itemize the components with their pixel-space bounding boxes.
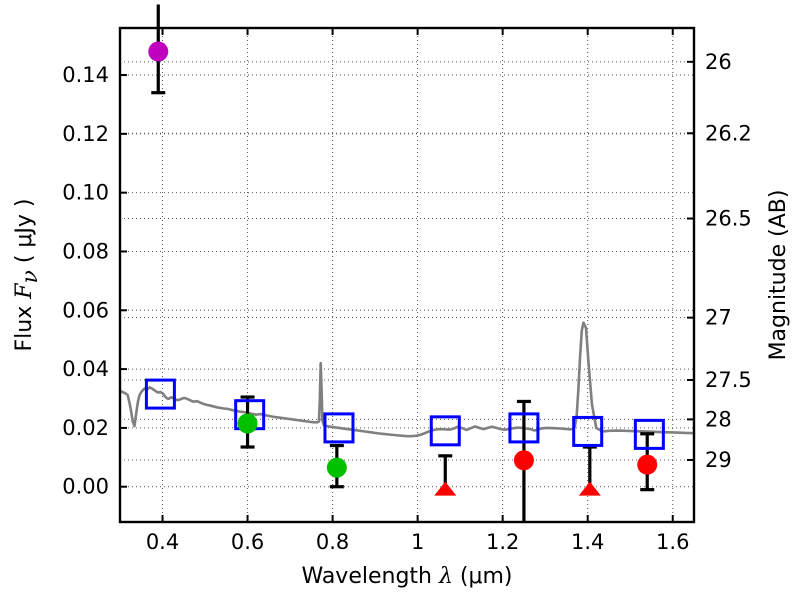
xtick-label-3: 1 (411, 530, 424, 554)
xtick-label-6: 1.6 (656, 530, 689, 554)
data-point-red-point-125 (513, 450, 534, 471)
model-square-blue-square-140 (572, 415, 604, 447)
model-spectrum-curve (118, 321, 696, 438)
upper-limit-red-uplim-140 (578, 481, 601, 496)
y-axis-label-sub: ν (18, 270, 43, 283)
model-square-blue-square-154 (633, 418, 665, 450)
ytick-left-label-2: 0.04 (62, 357, 109, 381)
data-point-green-point-060 (237, 413, 258, 434)
xtick-label-1: 0.6 (231, 530, 264, 554)
model-photometry-markers (144, 378, 665, 450)
upper-limit-red-uplim-106 (434, 481, 457, 496)
x-axis-label-unit: (μm) (453, 564, 513, 589)
ytick-right-label-5: 28 (705, 407, 732, 431)
y-axis-label: Flux Fν ( μJy ) (12, 198, 43, 351)
xtick-label-0: 0.4 (146, 530, 179, 554)
x-axis-label: Wavelength λ (μm) (301, 564, 512, 589)
model-square-blue-square-039 (144, 378, 176, 410)
data-point-green-point-081 (326, 457, 347, 478)
xtick-label-4: 1.2 (486, 530, 519, 554)
ytick-left-label-0: 0.00 (62, 475, 109, 499)
xtick-label-2: 0.8 (316, 530, 349, 554)
observed-photometry-markers (148, 41, 658, 496)
y-axis-label-unit: ( μJy ) (12, 198, 37, 270)
spectrum-line (118, 321, 696, 438)
x-axis-label-prefix: Wavelength (301, 564, 439, 589)
axes-frame (118, 26, 696, 524)
ytick-right-label-4: 27.5 (705, 368, 752, 392)
y2-axis-label: Magnitude (AB) (766, 190, 791, 361)
ytick-left-label-7: 0.14 (62, 63, 109, 87)
model-square-blue-square-081 (323, 412, 355, 444)
svg-text:Flux Fν ( μJy ): Flux Fν ( μJy ) (12, 198, 43, 351)
model-square-blue-square-125 (508, 412, 540, 444)
data-point-red-point-154 (637, 454, 658, 475)
xtick-label-5: 1.4 (571, 530, 604, 554)
ytick-left-label-3: 0.06 (62, 298, 109, 322)
y-axis-label-symbol: F (12, 283, 37, 300)
y-axis-label-prefix: Flux (12, 299, 37, 352)
svg-text:Wavelength λ (μm): Wavelength λ (μm) (301, 564, 512, 589)
ytick-right-label-0: 26 (705, 50, 732, 74)
ytick-right-label-2: 26.5 (705, 207, 752, 231)
ytick-left-label-4: 0.08 (62, 239, 109, 263)
ytick-right-label-1: 26.2 (705, 121, 752, 145)
plot-frame (118, 26, 696, 524)
ytick-left-label-5: 0.10 (62, 181, 109, 205)
axis-ticks (120, 28, 694, 522)
model-square-blue-square-106 (429, 415, 461, 447)
ytick-left-label-6: 0.12 (62, 122, 109, 146)
ytick-right-label-6: 29 (705, 448, 732, 472)
data-point-magenta-point-039 (148, 41, 169, 62)
ytick-right-label-3: 27 (705, 306, 732, 330)
ytick-left-label-1: 0.02 (62, 416, 109, 440)
axis-tick-labels: 0.4 0.6 0.8 1 1.2 1.4 1.6 0.00 0.02 0.04 0.06 0.08 0… (62, 50, 752, 554)
x-axis-label-symbol: λ (438, 564, 453, 589)
y2-axis-label-text: Magnitude (AB) (766, 190, 791, 361)
